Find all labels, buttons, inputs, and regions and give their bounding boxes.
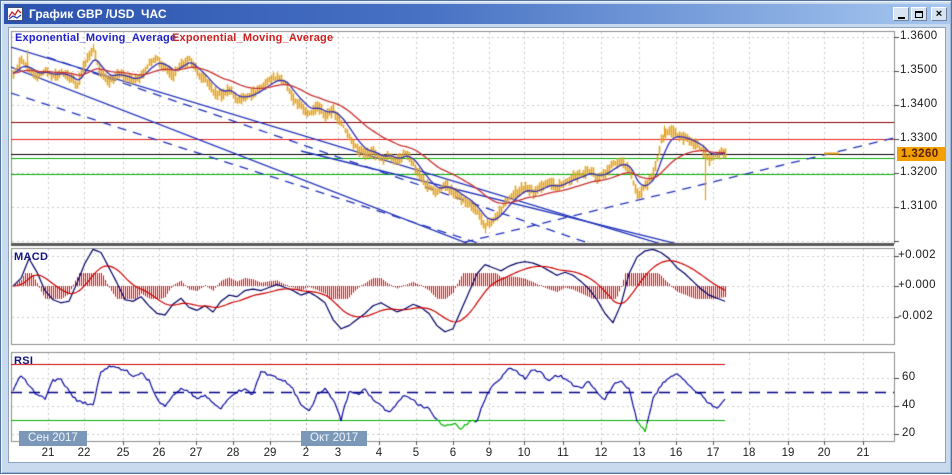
chart-client-area[interactable] xyxy=(8,27,946,463)
window-title: График GBP /USD ЧАС xyxy=(29,7,167,21)
minimize-button[interactable] xyxy=(893,7,909,21)
minimize-icon xyxy=(897,16,905,19)
close-icon: × xyxy=(935,7,943,20)
maximize-button[interactable] xyxy=(911,7,927,21)
chart-icon xyxy=(7,7,23,21)
title-bar[interactable]: График GBP /USD ЧАС × xyxy=(4,4,950,24)
maximize-icon xyxy=(915,10,923,18)
close-button[interactable]: × xyxy=(931,7,947,21)
